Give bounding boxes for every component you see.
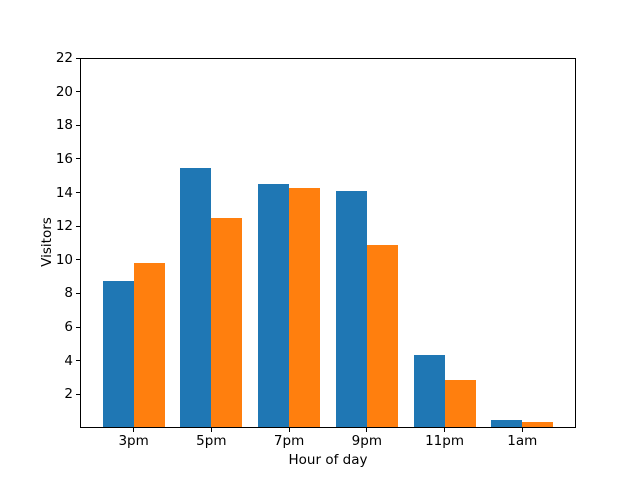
x-axis-label: Hour of day bbox=[288, 452, 368, 468]
x-tick-label: 5pm bbox=[196, 433, 227, 449]
y-tick-mark bbox=[76, 192, 80, 194]
orange-series-bar bbox=[522, 422, 554, 427]
y-tick-mark bbox=[76, 292, 80, 294]
y-tick-label: 16 bbox=[55, 150, 73, 167]
x-tick-label: 9pm bbox=[351, 433, 382, 449]
y-tick-label: 2 bbox=[64, 386, 73, 403]
blue-series-bar bbox=[491, 420, 523, 427]
x-tick-mark bbox=[288, 428, 290, 432]
x-tick-label: 1am bbox=[507, 433, 538, 449]
y-tick-mark bbox=[76, 393, 80, 395]
orange-series-bar bbox=[444, 380, 476, 427]
y-tick-mark bbox=[76, 259, 80, 261]
blue-series-bar bbox=[335, 191, 367, 427]
x-tick-mark bbox=[210, 428, 212, 432]
orange-series-bar bbox=[133, 263, 165, 427]
x-tick-label: 7pm bbox=[273, 433, 305, 449]
plot-area bbox=[80, 58, 576, 428]
y-tick-label: 20 bbox=[55, 83, 73, 100]
y-tick-label: 4 bbox=[64, 352, 73, 369]
blue-series-bar bbox=[102, 281, 134, 427]
y-tick-mark bbox=[76, 91, 80, 93]
orange-series-bar bbox=[211, 218, 243, 427]
x-tick-mark bbox=[444, 428, 446, 432]
y-tick-mark bbox=[76, 326, 80, 328]
y-tick-label: 6 bbox=[64, 319, 73, 336]
x-tick-mark bbox=[133, 428, 135, 432]
orange-series-bar bbox=[289, 188, 321, 427]
x-tick-label: 11pm bbox=[425, 433, 464, 449]
y-tick-label: 8 bbox=[64, 285, 73, 302]
y-tick-label: 22 bbox=[55, 50, 73, 66]
y-tick-label: 12 bbox=[55, 218, 73, 235]
x-tick-mark bbox=[366, 428, 368, 432]
orange-series-bar bbox=[366, 245, 398, 427]
y-tick-label: 10 bbox=[55, 251, 73, 268]
y-tick-mark bbox=[76, 57, 80, 59]
x-tick-label: 3pm bbox=[118, 433, 149, 449]
x-tick-mark bbox=[521, 428, 523, 432]
y-tick-label: 14 bbox=[55, 184, 73, 201]
y-tick-mark bbox=[76, 124, 80, 126]
blue-series-bar bbox=[258, 184, 290, 427]
y-tick-mark bbox=[76, 158, 80, 160]
y-tick-mark bbox=[76, 225, 80, 227]
y-tick-label: 18 bbox=[55, 117, 73, 134]
y-tick-mark bbox=[76, 360, 80, 362]
blue-series-bar bbox=[413, 355, 445, 427]
blue-series-bar bbox=[180, 168, 212, 427]
